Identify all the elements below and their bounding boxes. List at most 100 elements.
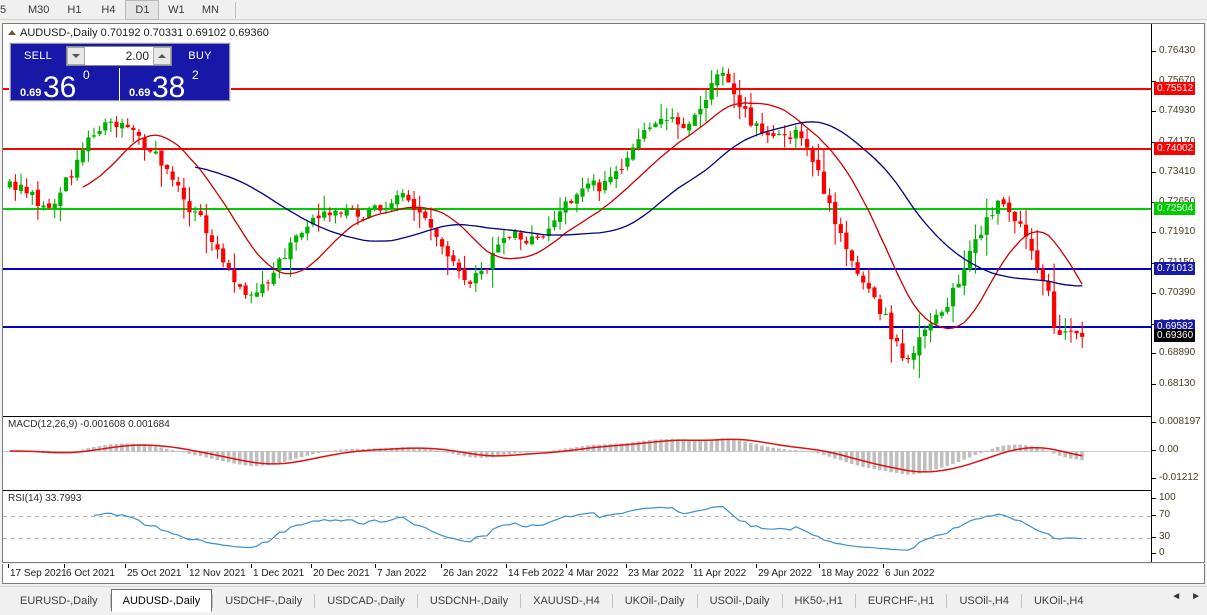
time-axis[interactable]: 17 Sep 2021 6 Oct 2021 25 Oct 2021 12 Nov 2… [2, 564, 1205, 584]
one-click-trading-panel[interactable]: SELL 2.00 BUY 0.69 36 0 0.69 38 2 [10, 43, 230, 104]
buy-price-fraction: 2 [192, 68, 199, 82]
chart-tab-audusd--daily[interactable]: AUDUSD-,Daily [110, 589, 213, 612]
rsi-plot-area[interactable] [3, 491, 1151, 562]
price-axis-label: 0.73410 [1159, 165, 1196, 177]
macd-axis-label: 0.008197 [1159, 416, 1201, 427]
macd-axis-label: -0.01212 [1159, 472, 1199, 483]
chart-tab-ukoil--daily[interactable]: UKOil-,Daily [624, 595, 685, 607]
price-level-tag[interactable]: 0.74002 [1154, 142, 1196, 156]
sell-price-fraction: 0 [83, 68, 90, 82]
chart-tab-eurusd--daily[interactable]: EURUSD-,Daily [20, 595, 98, 607]
chart-tab-eurchf--h1[interactable]: EURCHF-,H1 [867, 595, 935, 607]
timeframe-button-mn[interactable]: MN [201, 4, 219, 16]
tab-divider [212, 594, 214, 608]
price-level-line[interactable] [3, 268, 1151, 271]
chart-tab-usoil--h4[interactable]: USOil-,H4 [959, 595, 1009, 607]
chart-tab-usoil--daily[interactable]: USOil-,Daily [709, 595, 770, 607]
rsi-axis-tick [1152, 514, 1156, 516]
price-axis-label: 0.75670 [1159, 75, 1195, 86]
tab-divider [946, 594, 948, 608]
price-level-tag[interactable]: 0.72504 [1154, 202, 1196, 216]
chevron-up-icon [158, 54, 166, 58]
candlestick-series [7, 67, 1085, 379]
price-axis-label: 0.70390 [1159, 287, 1196, 299]
timeframe-button-m30[interactable]: M30 [28, 4, 50, 16]
time-axis-tick [819, 564, 820, 568]
sell-button[interactable]: SELL [23, 50, 53, 62]
price-axis-label: 0.76430 [1159, 44, 1196, 56]
time-axis-label: 23 Mar 2022 [628, 568, 685, 579]
rsi-level-line [3, 537, 1151, 539]
timeframe-button-w1[interactable]: W1 [168, 4, 185, 16]
buy-button[interactable]: BUY [188, 50, 212, 62]
time-axis-tick [311, 564, 312, 568]
chart-tab-usdcad--daily[interactable]: USDCAD-,Daily [327, 595, 405, 607]
tab-divider [416, 594, 418, 608]
rsi-axis-label: 0 [1159, 547, 1165, 558]
timeframe-button-group: 5 M30 H1 H4 D1 W1 MN [0, 0, 241, 20]
timeframe-button-h1[interactable]: H1 [67, 4, 82, 16]
time-axis-tick [883, 564, 884, 568]
chart-tab-list: EURUSD-,Daily AUDUSD-,Daily USDCHF-,Daily U… [8, 589, 1096, 613]
sell-price-display[interactable]: 0.69 36 0 [11, 68, 120, 104]
collapse-caret-icon[interactable] [8, 29, 16, 35]
toolbar-separator [235, 2, 237, 18]
chart-tab-ukoil--h4[interactable]: UKOil-,H4 [1033, 595, 1084, 607]
price-scale-axis[interactable]: 0.76430 0.75670 0.74930 0.74170 0.73410 0.726… [1152, 24, 1204, 562]
volume-input[interactable]: 2.00 [85, 47, 153, 65]
macd-series [7, 438, 1084, 475]
chart-tab-hk50--h1[interactable]: HK50-,H1 [794, 595, 843, 607]
tab-scroll-left-icon[interactable]: ◄ [1171, 591, 1182, 602]
price-scale-divider [1151, 24, 1152, 562]
timeframe-toolbar: 5 M30 H1 H4 D1 W1 MN [0, 0, 1207, 20]
time-axis-label: 6 Oct 2021 [66, 568, 115, 579]
timeframe-button-5[interactable]: 5 [0, 4, 7, 16]
price-axis-tick [1152, 141, 1156, 143]
chart-header-text: AUDUSD-,Daily 0.70192 0.70331 0.69102 0.… [20, 27, 269, 39]
buy-price-display[interactable]: 0.69 38 2 [120, 68, 229, 104]
timeframe-button-h4[interactable]: H4 [101, 4, 116, 16]
price-level-line[interactable] [3, 325, 1151, 328]
volume-increase-button[interactable] [153, 47, 171, 65]
price-axis-tick [1152, 232, 1156, 234]
rsi-indicator-panel[interactable]: RSI(14) 33.7993 [3, 490, 1204, 562]
oct-controls-row: SELL 2.00 BUY [11, 44, 229, 68]
time-axis-label: 12 Nov 2021 [189, 568, 246, 579]
tab-divider [611, 594, 613, 608]
chart-tab-xauusd--h4[interactable]: XAUUSD-,H4 [533, 595, 600, 607]
time-axis-label: 20 Dec 2021 [313, 568, 370, 579]
chart-tab-usdchf--daily[interactable]: USDCHF-,Daily [225, 595, 303, 607]
chart-frame[interactable]: AUDUSD-,Daily 0.70192 0.70331 0.69102 0.… [2, 23, 1205, 563]
tab-divider [1020, 594, 1022, 608]
chart-tab-bar: EURUSD-,Daily AUDUSD-,Daily USDCHF-,Daily U… [0, 586, 1207, 615]
rsi-header-label: RSI(14) 33.7993 [8, 493, 82, 504]
time-axis-label: 26 Jan 2022 [443, 568, 499, 579]
price-level-line[interactable] [3, 87, 1151, 90]
timeframe-button-d1[interactable]: D1 [125, 0, 160, 20]
price-level-tag[interactable]: 0.71013 [1154, 262, 1196, 276]
price-plot-area[interactable] [3, 24, 1151, 415]
macd-plot-area[interactable] [3, 417, 1151, 489]
time-axis-tick [756, 564, 757, 568]
price-level-tag[interactable]: 0.69582 [1154, 319, 1196, 333]
chart-tab-usdcnh--daily[interactable]: USDCNH-,Daily [429, 595, 509, 607]
price-axis-label: 0.68130 [1159, 377, 1196, 389]
time-axis-tick [566, 564, 567, 568]
macd-axis-tick [1152, 478, 1156, 479]
price-level-line[interactable] [3, 148, 1151, 151]
price-chart-panel[interactable]: AUDUSD-,Daily 0.70192 0.70331 0.69102 0.… [3, 24, 1204, 415]
price-axis-tick [1152, 111, 1156, 113]
time-axis-tick [64, 564, 65, 568]
tab-scroll-right-icon[interactable]: ► [1191, 591, 1201, 602]
time-axis-label: 29 Apr 2022 [758, 568, 812, 579]
time-axis-tick [506, 564, 507, 568]
volume-stepper[interactable]: 2.00 [66, 46, 172, 66]
rsi-axis-label: 100 [1159, 492, 1176, 503]
price-level-tag[interactable]: 0.75512 [1154, 81, 1196, 95]
macd-axis-label: 0.00 [1159, 444, 1179, 455]
macd-indicator-panel[interactable]: MACD(12,26,9) -0.001608 0.001684 [3, 416, 1204, 489]
volume-decrease-button[interactable] [67, 47, 85, 65]
time-axis-label: 25 Oct 2021 [127, 568, 182, 579]
time-axis-label: 1 Dec 2021 [253, 568, 305, 579]
